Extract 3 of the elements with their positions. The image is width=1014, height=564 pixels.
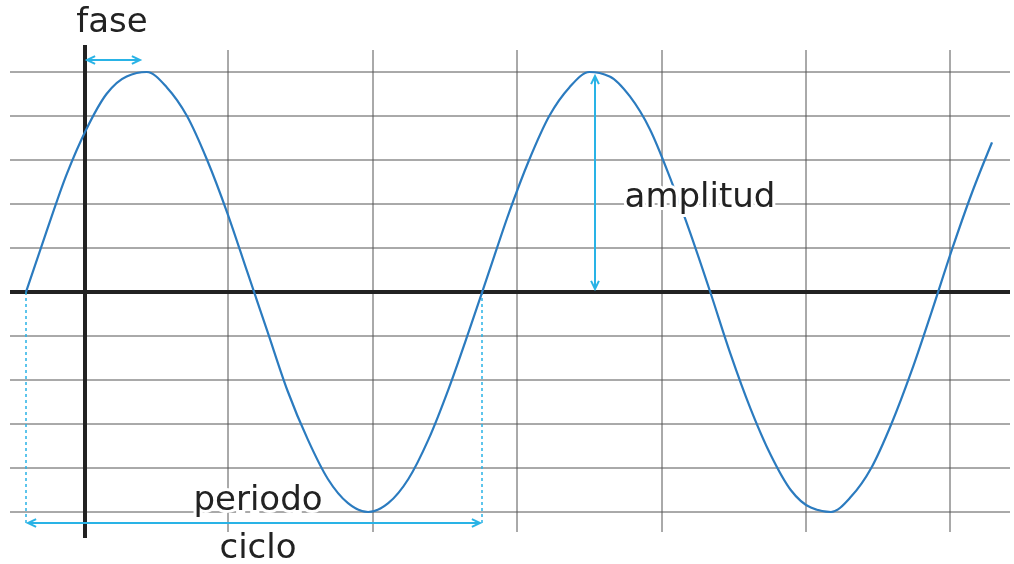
annotation: periodo — [193, 478, 323, 518]
text: fase — [76, 0, 148, 40]
text: ciclo — [219, 526, 297, 564]
